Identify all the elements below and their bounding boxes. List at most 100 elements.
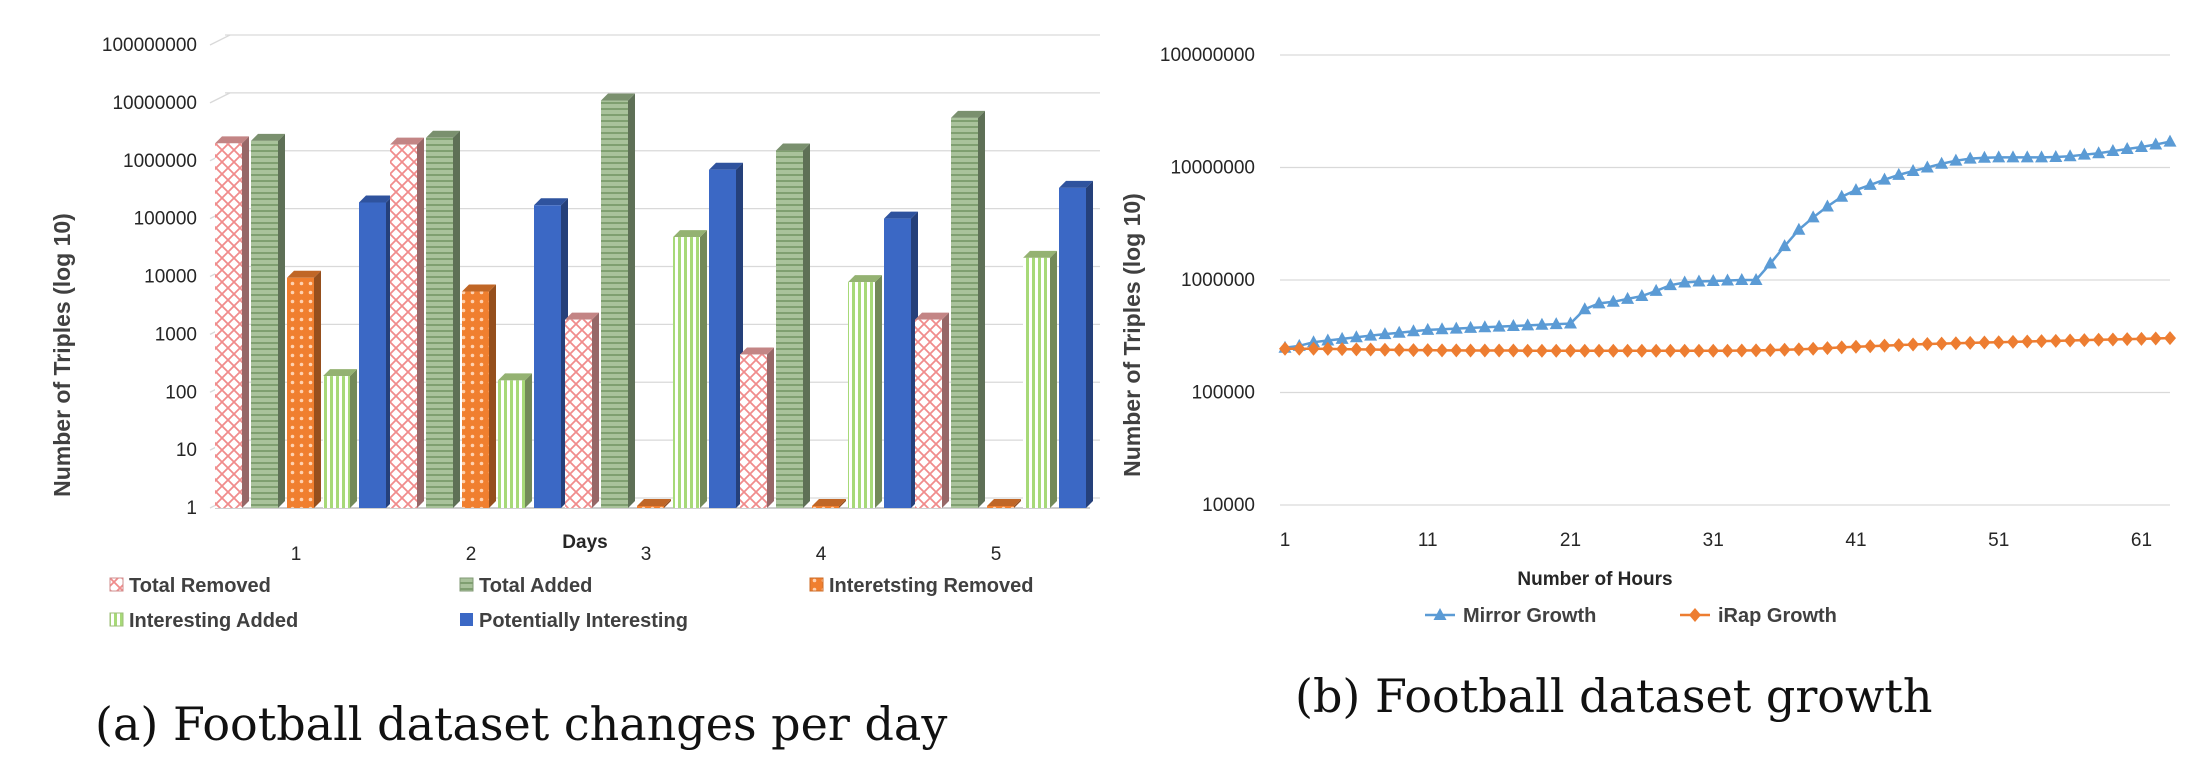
data-point [1349, 330, 1363, 343]
chart-a-caption: (a) Football dataset changes per day [95, 697, 947, 751]
bar-potentially-interesting [1059, 180, 1093, 508]
bar-total-removed [215, 136, 249, 509]
bar-front [740, 354, 767, 508]
data-point [1607, 343, 1620, 358]
data-point [1820, 199, 1834, 212]
bar-interesting-added [498, 373, 532, 508]
bar-top [951, 110, 985, 118]
data-point [2164, 331, 2176, 346]
x-tick-label: 21 [1560, 530, 1581, 551]
legend-swatch [809, 577, 824, 592]
bar-side [417, 137, 424, 509]
bar-interesting-added [323, 369, 357, 508]
data-point [1864, 339, 1877, 354]
bar-front [426, 137, 453, 508]
bar-interetsting-removed [287, 270, 321, 508]
data-point [1378, 327, 1392, 340]
bar-total-added [251, 133, 285, 508]
data-point [1992, 150, 2006, 163]
data-point [1792, 222, 1806, 235]
legend-label: Interesting Added [129, 610, 298, 632]
data-point [1963, 151, 1977, 164]
bar-total-removed [565, 312, 599, 508]
bar-top [673, 230, 707, 238]
y-tick-label: 1000000 [123, 151, 197, 172]
data-point [1550, 343, 1563, 358]
bar-side [453, 130, 460, 508]
bar-side [839, 499, 846, 508]
data-point [1521, 318, 1535, 331]
bar-total-removed [390, 137, 424, 509]
chart-a-legend: Total Removed Total Added Interetsting Rem… [109, 575, 1033, 632]
bar-side [978, 110, 985, 508]
data-point [1949, 336, 1962, 351]
data-point [1692, 343, 1705, 358]
bar-side [700, 230, 707, 508]
data-point [1335, 331, 1349, 344]
bar-top [915, 312, 949, 320]
bar-top [848, 275, 882, 283]
bar-interesting-added [673, 230, 707, 508]
bar-top [987, 499, 1021, 506]
data-point [1478, 320, 1492, 333]
series-irap-growth [1279, 331, 2176, 358]
data-point [1706, 273, 1720, 286]
data-point [2063, 149, 2077, 162]
series-line [1284, 140, 2171, 349]
y-tick-label: 100000 [134, 209, 197, 230]
bar-top [1023, 250, 1057, 258]
data-point [1336, 342, 1349, 357]
data-point [2134, 140, 2148, 153]
chart-a-y-tick-labels: 1 10 100 1000 10000 100000 1000000 10000000 1000… [102, 35, 197, 519]
bar-side [767, 347, 774, 508]
data-point [1464, 343, 1477, 358]
data-point [2092, 146, 2106, 159]
x-tick-label: 41 [1845, 530, 1866, 551]
data-point [2078, 333, 2091, 348]
y-tick-label: 10000000 [112, 93, 197, 114]
data-point [1535, 317, 1549, 330]
data-point [1735, 343, 1748, 358]
chart-b-series [1278, 134, 2177, 358]
bar-front [565, 319, 592, 508]
bar-front [709, 169, 736, 508]
legend-swatch [460, 613, 473, 626]
data-point [1835, 189, 1849, 202]
bar-front [287, 277, 314, 508]
bar-side [803, 143, 810, 508]
legend-label: Potentially Interesting [479, 610, 688, 632]
data-point [1892, 338, 1905, 353]
bar-top [565, 312, 599, 320]
x-tick-label: 2 [466, 544, 477, 565]
bar-potentially-interesting [709, 162, 743, 508]
bar-front [673, 237, 700, 508]
data-point [1507, 343, 1520, 358]
data-point [1977, 150, 1991, 163]
bar-front [1023, 257, 1050, 508]
legend-swatch [459, 577, 474, 592]
data-point [1664, 343, 1677, 358]
data-point [1492, 319, 1506, 332]
data-point [1863, 177, 1877, 190]
y-tick-label: 1000000 [1181, 270, 1255, 291]
data-point [1892, 167, 1906, 180]
data-point [1450, 343, 1463, 358]
bar-total-added [776, 143, 810, 508]
legend-label: Mirror Growth [1463, 605, 1596, 627]
bar-top [462, 284, 496, 292]
chart-a-x-axis-label: Days [562, 532, 607, 553]
data-point [1935, 336, 1948, 351]
chart-b-legend: Mirror Growth iRap Growth [1425, 605, 1837, 627]
y-tick-label: 10000 [1202, 495, 1255, 516]
y-tick-label: 1000 [155, 324, 197, 345]
bar-front [498, 380, 525, 508]
data-point [1407, 343, 1420, 358]
bar-interetsting-removed [462, 284, 496, 508]
changes-per-day-chart: 1 10 100 1000 10000 100000 1000000 10000000 1000… [49, 34, 1100, 751]
y-tick-label: 100000000 [102, 35, 197, 56]
data-point [1549, 317, 1563, 330]
chart-b-x-tick-labels: 1 11 21 31 41 51 61 [1280, 530, 2152, 551]
bar-top [740, 347, 774, 355]
data-point [1506, 319, 1520, 332]
data-point [2149, 331, 2162, 346]
